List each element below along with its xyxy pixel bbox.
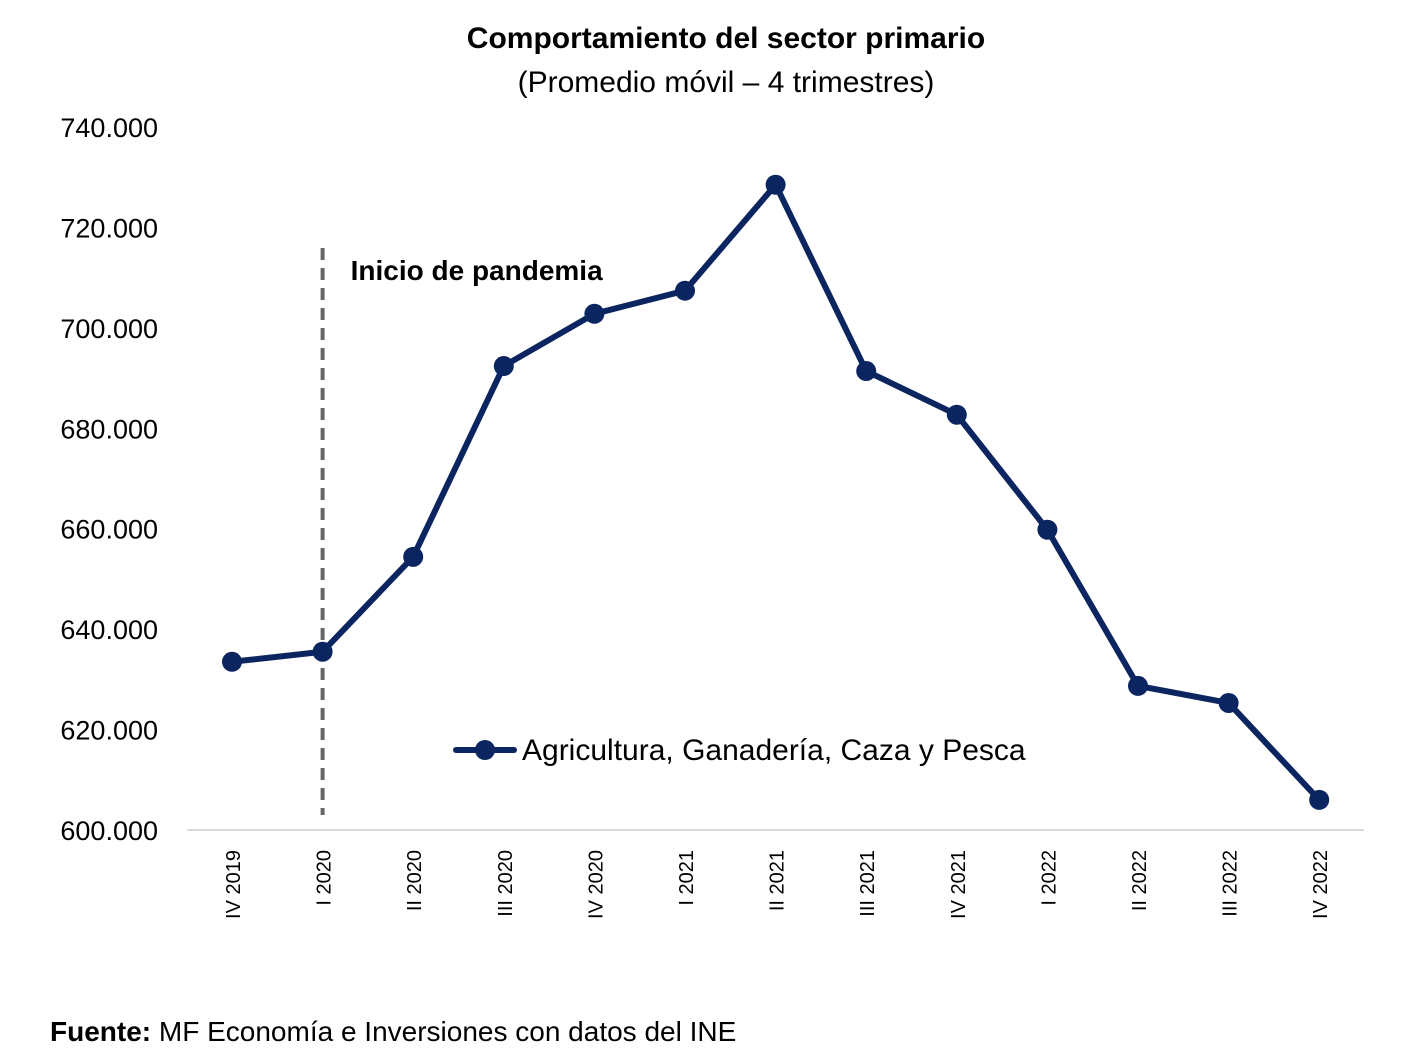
x-tick-label: I 2022 bbox=[1038, 850, 1060, 906]
data-point bbox=[403, 546, 424, 567]
source-text: MF Economía e Inversiones con datos del … bbox=[151, 1016, 737, 1047]
y-tick-label: 700.000 bbox=[60, 314, 158, 344]
y-tick-label: 600.000 bbox=[60, 816, 158, 846]
y-tick-label: 720.000 bbox=[60, 213, 158, 243]
chart-subtitle: (Promedio móvil – 4 trimestres) bbox=[517, 66, 935, 99]
data-point bbox=[1128, 675, 1148, 696]
x-tick-label: IV 2021 bbox=[948, 850, 970, 919]
x-tick-label: II 2021 bbox=[767, 850, 789, 911]
x-tick-label: I 2020 bbox=[314, 850, 336, 906]
legend-label: Agricultura, Ganadería, Caza y Pesca bbox=[522, 734, 1026, 767]
annotation-label: Inicio de pandemia bbox=[351, 255, 603, 286]
x-tick-label: IV 2019 bbox=[223, 850, 245, 919]
x-tick-label: IV 2022 bbox=[1310, 850, 1332, 919]
chart-title: Comportamiento del sector primario bbox=[466, 22, 986, 55]
y-tick-label: 620.000 bbox=[60, 716, 158, 746]
x-tick-label: III 2020 bbox=[495, 850, 517, 917]
x-tick-label: III 2021 bbox=[857, 850, 879, 917]
y-tick-label: 680.000 bbox=[60, 414, 158, 444]
x-tick-label: III 2022 bbox=[1220, 850, 1242, 917]
data-point bbox=[1037, 519, 1058, 540]
source-label: Fuente: bbox=[50, 1016, 152, 1047]
data-point bbox=[584, 303, 605, 324]
y-tick-label: 640.000 bbox=[60, 615, 158, 645]
x-tick-label: II 2020 bbox=[404, 850, 426, 911]
data-point bbox=[493, 356, 514, 377]
data-point bbox=[946, 404, 967, 425]
data-point bbox=[856, 361, 877, 382]
y-tick-label: 660.000 bbox=[60, 515, 158, 545]
legend-marker bbox=[475, 740, 495, 760]
data-point bbox=[312, 641, 333, 662]
data-point bbox=[765, 174, 786, 195]
data-point bbox=[222, 651, 242, 672]
x-tick-label: IV 2020 bbox=[585, 850, 607, 919]
data-point bbox=[675, 280, 695, 301]
x-tick-label: I 2021 bbox=[676, 850, 698, 906]
x-tick-label: II 2022 bbox=[1129, 850, 1151, 911]
source-note: Fuente: MF Economía e Inversiones con da… bbox=[50, 1016, 736, 1048]
y-tick-label: 740.000 bbox=[60, 113, 158, 143]
data-point bbox=[1218, 692, 1239, 713]
data-point bbox=[1309, 789, 1330, 810]
